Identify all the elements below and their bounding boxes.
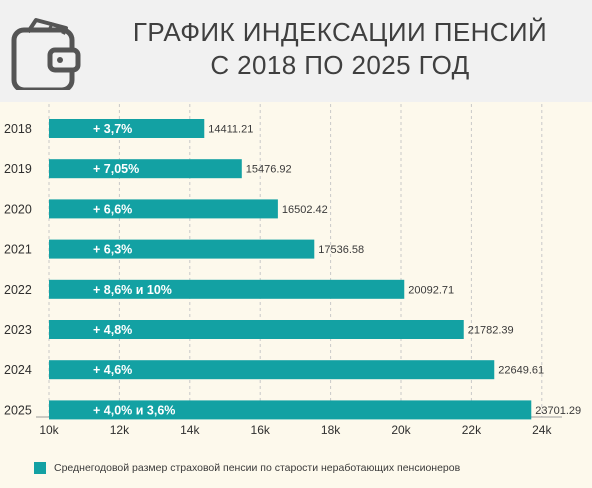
bar-annotation: + 8,6% и 10% [93, 283, 172, 297]
x-tick-label: 18k [321, 423, 341, 437]
category-label: 2020 [4, 202, 32, 216]
x-tick-label: 10k [39, 423, 59, 437]
bar-annotation: + 4,6% [93, 363, 132, 377]
category-label: 2021 [4, 243, 32, 257]
bar [49, 360, 495, 380]
x-tick-labels: 10k 12k 14k 16k 18k 20k 22k 24k [39, 423, 552, 437]
x-tick-label: 22k [462, 423, 482, 437]
bar [49, 320, 464, 339]
category-label: 2023 [4, 323, 32, 337]
bar-annotation: + 4,8% [93, 323, 132, 337]
value-label: 21782.39 [468, 325, 514, 337]
category-label: 2022 [4, 283, 32, 297]
value-label: 22649.61 [498, 365, 544, 377]
bar-annotation: + 3,7% [93, 122, 132, 136]
bar-annotation: + 6,3% [93, 243, 132, 257]
chart-title: ГРАФИК ИНДЕКСАЦИИ ПЕНСИЙ С 2018 ПО 2025 … [108, 16, 572, 82]
bar [49, 279, 405, 299]
x-tick-label: 20k [391, 423, 411, 437]
value-label: 14411.21 [208, 124, 253, 136]
bar [49, 199, 278, 219]
title-line-2: С 2018 ПО 2025 ГОД [210, 50, 470, 80]
x-tick-label: 14k [180, 423, 200, 437]
bar-annotation: + 7,05% [93, 162, 139, 176]
value-labels: 14411.21 15476.92 16502.42 17536.58 20092.71… [208, 124, 581, 417]
x-tick-label: 12k [110, 423, 130, 437]
value-label: 16502.42 [282, 204, 328, 216]
bars [49, 119, 532, 420]
bar [49, 239, 315, 259]
legend: Среднегодовой размер страховой пенсии по… [34, 462, 460, 474]
bar-annotation: + 4,0% и 3,6% [93, 403, 175, 417]
wallet-icon [11, 18, 81, 90]
bar-annotations: + 3,7% + 7,05% + 6,6% + 6,3% + 8,6% и 10% + 4… [93, 122, 175, 417]
title-line-1: ГРАФИК ИНДЕКСАЦИИ ПЕНСИЙ [132, 17, 548, 47]
bar [49, 400, 532, 420]
x-tick-label: 24k [532, 423, 552, 437]
value-label: 15476.92 [246, 164, 292, 176]
category-label: 2019 [4, 162, 32, 176]
value-label: 20092.71 [408, 284, 454, 296]
value-label: 23701.29 [535, 405, 581, 417]
bar [49, 119, 205, 138]
bar-annotation: + 6,6% [93, 202, 132, 216]
x-tick-label: 16k [251, 423, 271, 437]
legend-label: Среднегодовой размер страховой пенсии по… [54, 462, 461, 474]
category-labels: 2018 2019 2020 2021 2022 2023 2024 2025 [4, 122, 32, 417]
legend-swatch [34, 462, 46, 474]
bar [49, 159, 242, 179]
category-label: 2024 [4, 363, 32, 377]
header-band: ГРАФИК ИНДЕКСАЦИИ ПЕНСИЙ С 2018 ПО 2025 … [0, 0, 592, 102]
value-label: 17536.58 [318, 244, 364, 256]
category-label: 2025 [4, 403, 32, 417]
category-label: 2018 [4, 122, 32, 136]
